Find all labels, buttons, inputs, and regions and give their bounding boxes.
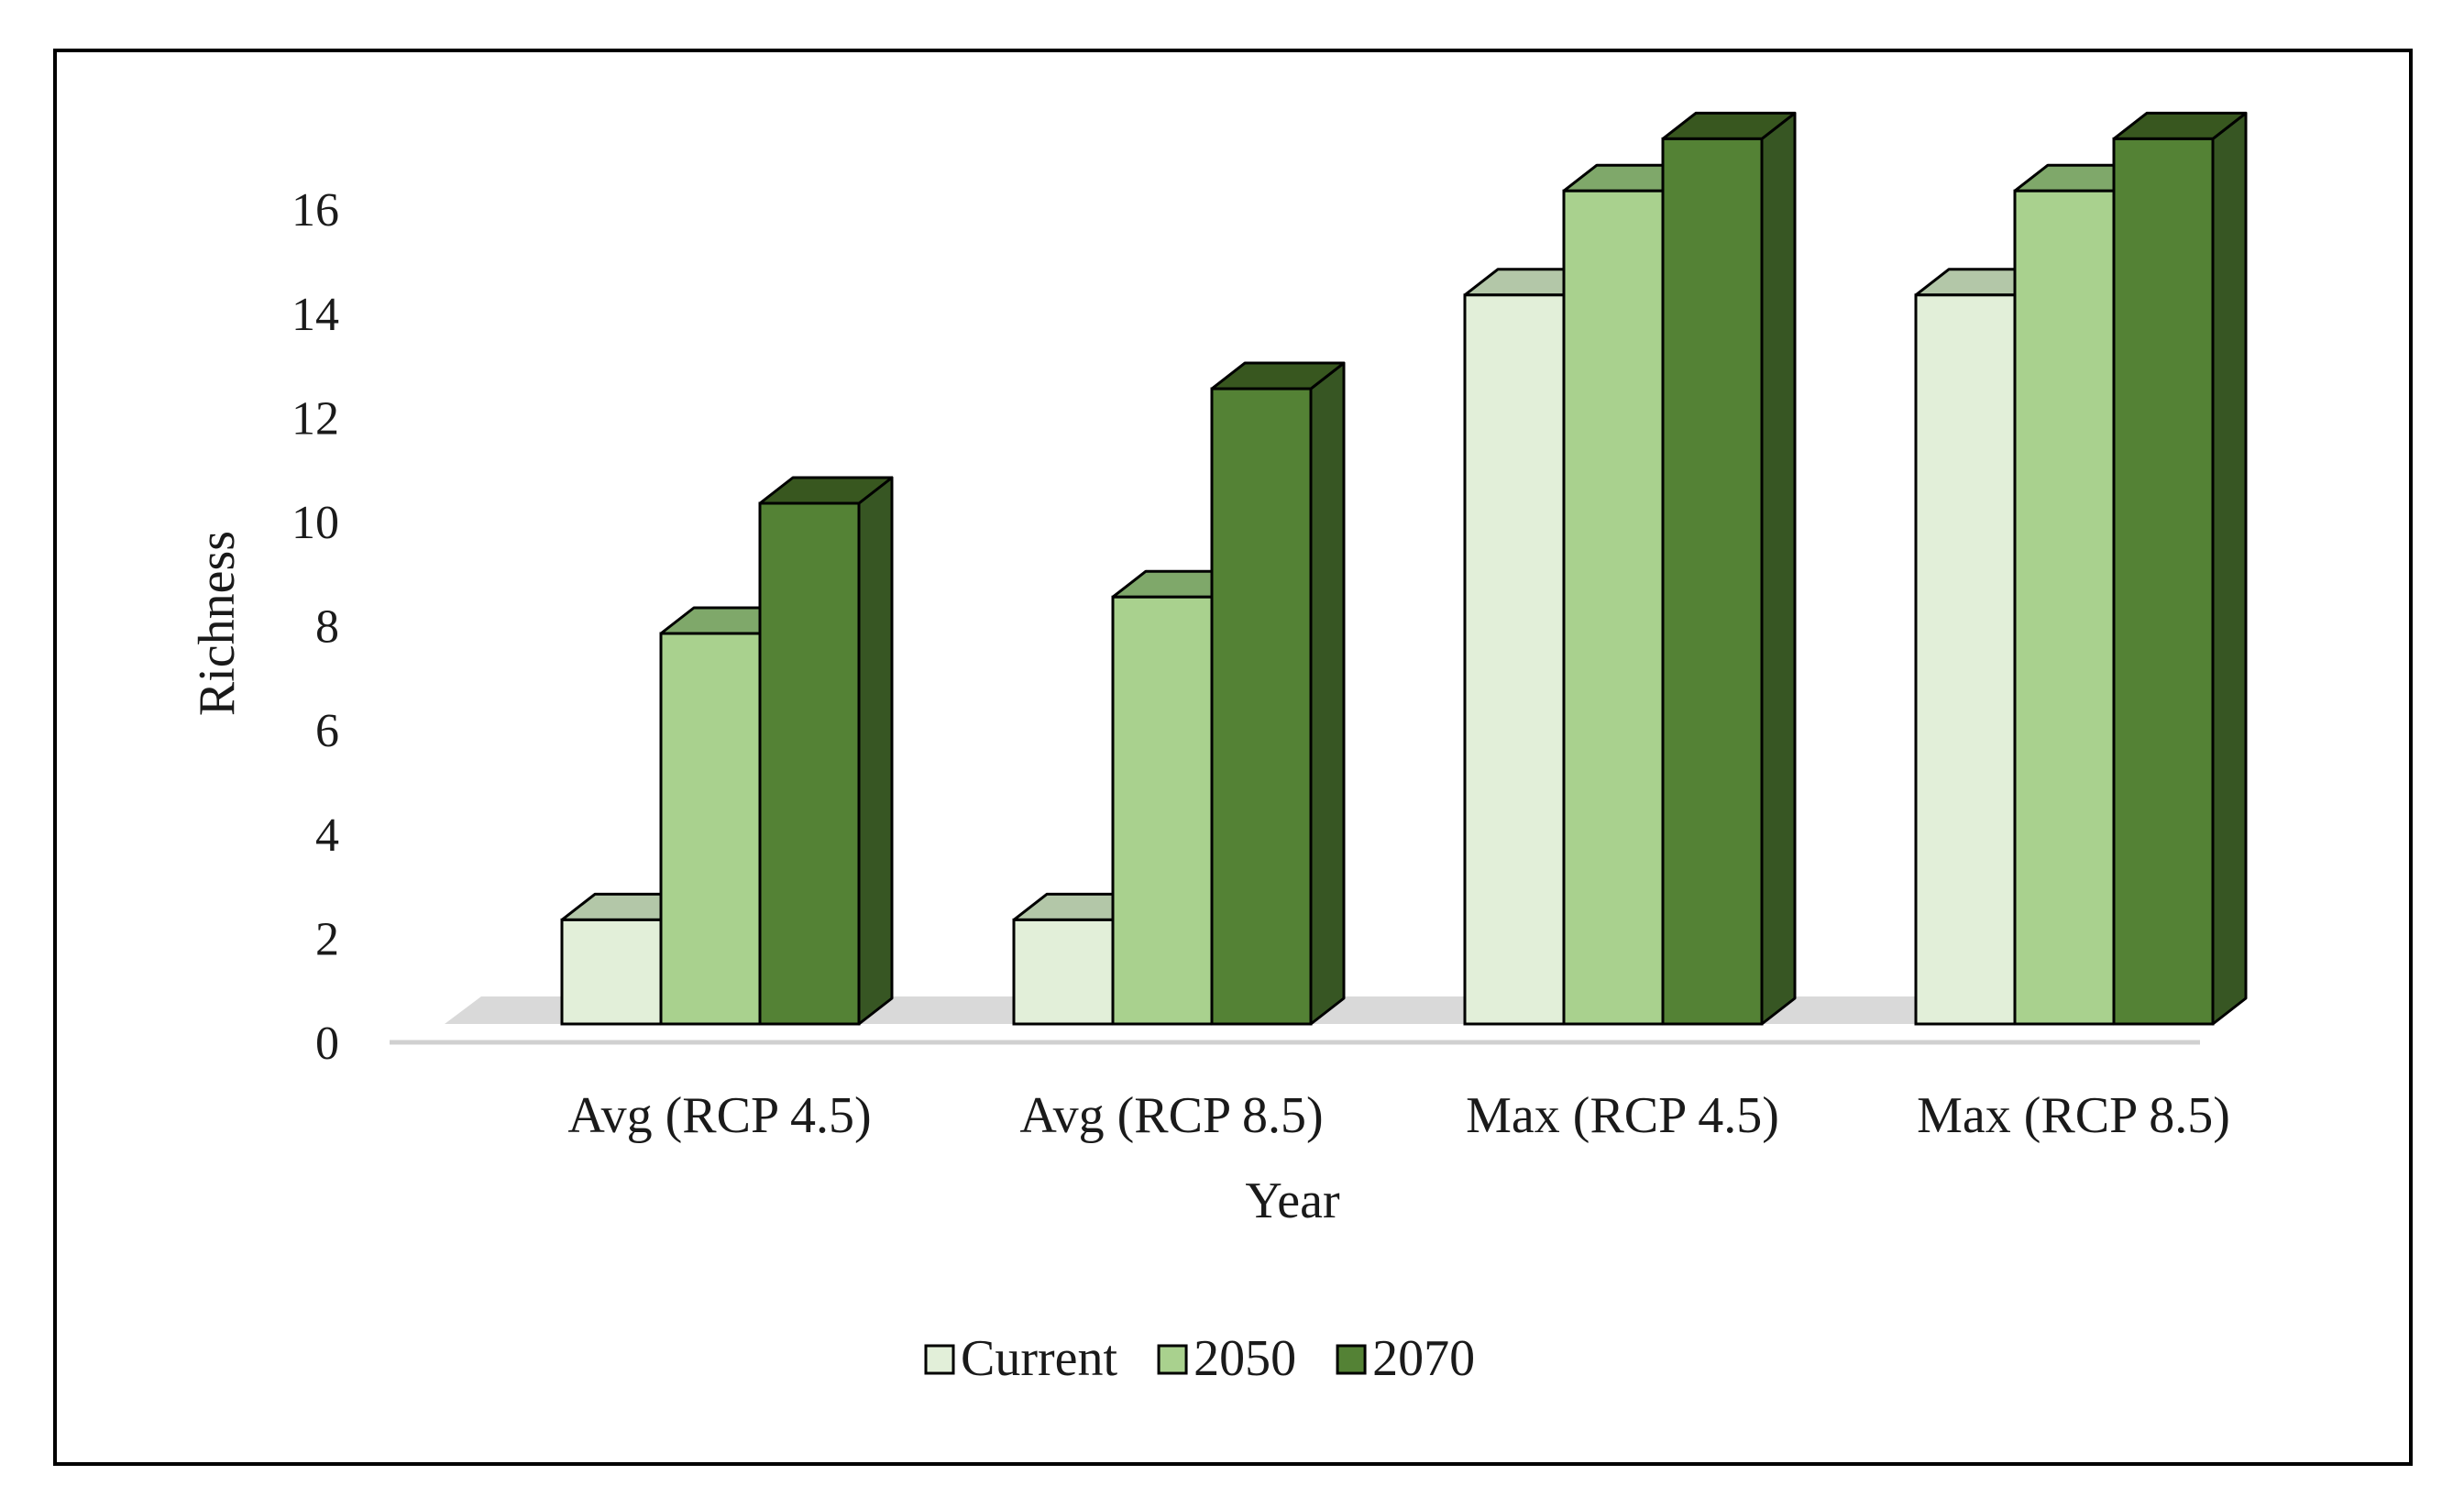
legend-swatch — [924, 1344, 955, 1375]
x-tick-label: Max (RCP 4.5) — [1466, 1087, 1779, 1144]
bar-side — [1309, 361, 1346, 1026]
y-tick-label: 4 — [315, 809, 339, 862]
bar-front — [2112, 137, 2215, 1026]
y-tick-label: 2 — [315, 913, 339, 965]
legend-item: 2050 — [1157, 1330, 1296, 1387]
bar — [1661, 111, 1797, 1026]
bar — [1210, 361, 1346, 1026]
x-tick-label: Avg (RCP 8.5) — [1019, 1087, 1323, 1144]
y-axis-label: Richness — [189, 531, 246, 716]
bar-side — [2211, 111, 2248, 1026]
bar-front — [1914, 293, 2017, 1026]
y-tick-label: 12 — [292, 392, 339, 445]
x-axis-label: Year — [1245, 1172, 1340, 1229]
y-tick-label: 10 — [292, 497, 339, 549]
y-tick-label: 0 — [315, 1018, 339, 1070]
bar-front — [659, 632, 762, 1026]
legend: Current 2050 2070 — [924, 1330, 1475, 1387]
legend-item: 2070 — [1336, 1330, 1475, 1387]
legend-label: 2050 — [1194, 1330, 1296, 1387]
bar — [2112, 111, 2248, 1026]
y-tick-label: 8 — [315, 601, 339, 654]
bar-front — [560, 918, 663, 1026]
bar-front — [1562, 189, 1665, 1026]
bar-side — [857, 476, 894, 1026]
bar-front — [1661, 137, 1764, 1026]
bar-side — [1760, 111, 1797, 1026]
bar-front — [1463, 293, 1566, 1026]
bar-front — [758, 501, 861, 1026]
legend-label: 2070 — [1372, 1330, 1475, 1387]
legend-swatch — [1157, 1344, 1188, 1375]
legend-swatch — [1336, 1344, 1367, 1375]
legend-label: Current — [961, 1330, 1118, 1387]
bar-front — [2013, 189, 2116, 1026]
y-tick-label: 16 — [292, 184, 339, 237]
x-tick-label: Max (RCP 8.5) — [1917, 1087, 2230, 1144]
bar-front — [1210, 387, 1313, 1026]
bar — [758, 476, 894, 1026]
legend-item: Current — [924, 1330, 1118, 1387]
bar-front — [1111, 595, 1214, 1026]
y-tick-label: 14 — [292, 289, 339, 341]
y-tick-label: 6 — [315, 705, 339, 757]
bar-front — [1012, 918, 1115, 1026]
x-tick-label: Avg (RCP 4.5) — [567, 1087, 871, 1144]
